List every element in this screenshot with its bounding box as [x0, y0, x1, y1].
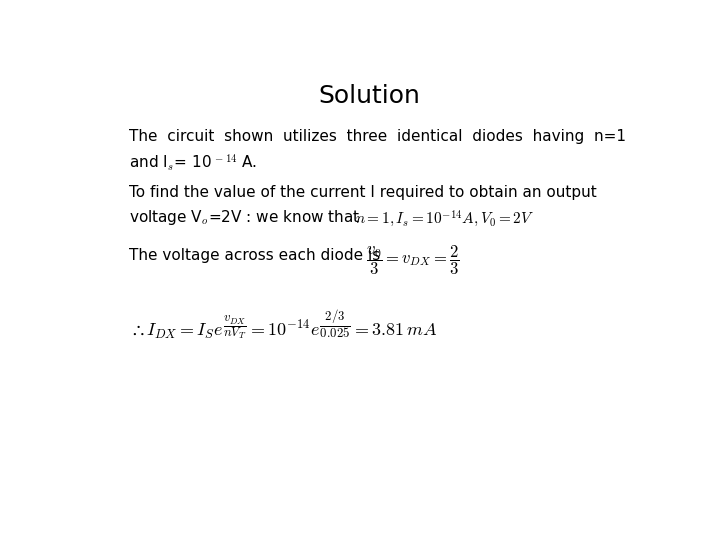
Text: $\dfrac{v_0}{3} = v_{DX} = \dfrac{2}{3}$: $\dfrac{v_0}{3} = v_{DX} = \dfrac{2}{3}$	[366, 244, 459, 277]
Text: To find the value of the current I required to obtain an output: To find the value of the current I requi…	[129, 185, 597, 200]
Text: and I$_s$= 10$^{\,-14}$ A.: and I$_s$= 10$^{\,-14}$ A.	[129, 152, 257, 173]
Text: $n = 1, I_s = 10^{-14}A, V_0 = 2V$: $n = 1, I_s = 10^{-14}A, V_0 = 2V$	[355, 208, 534, 228]
Text: The voltage across each diode is: The voltage across each diode is	[129, 248, 380, 263]
Text: $\therefore I_{DX} = I_S e^{\dfrac{v_{DX}}{nV_T}} = 10^{-14} e^{\dfrac{2/3}{0.02: $\therefore I_{DX} = I_S e^{\dfrac{v_{DX…	[129, 308, 438, 342]
Text: The  circuit  shown  utilizes  three  identical  diodes  having  n=1: The circuit shown utilizes three identic…	[129, 129, 626, 144]
Text: voltage V$_o$=2V : we know that: voltage V$_o$=2V : we know that	[129, 208, 360, 227]
Text: Solution: Solution	[318, 84, 420, 107]
